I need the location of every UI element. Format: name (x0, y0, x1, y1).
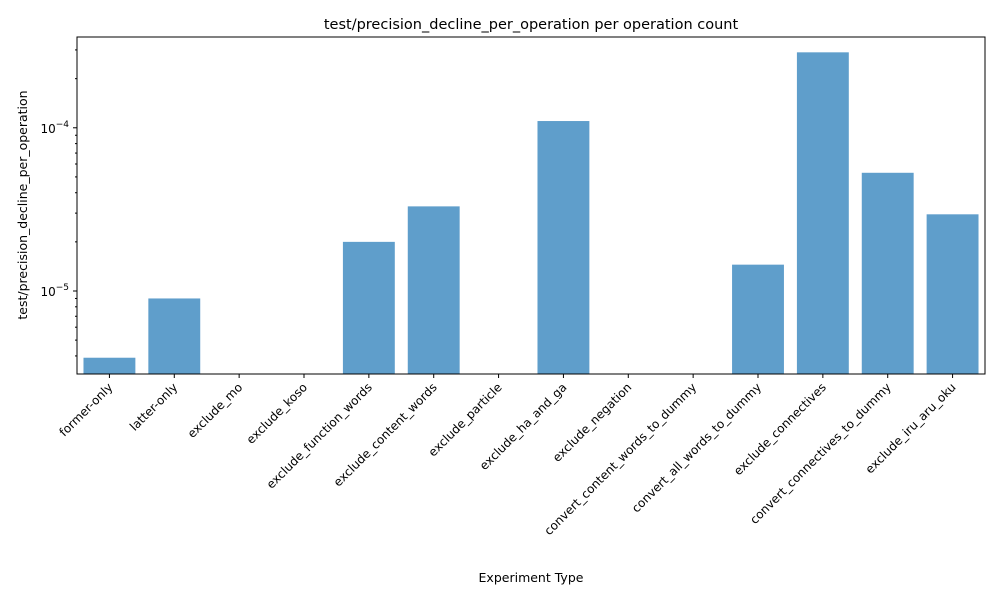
x-tick-label: convert_connectives_to_dummy (747, 380, 894, 527)
x-tick-label: exclude_mo (185, 380, 246, 441)
bar-exclude_ha_and_ga (537, 121, 590, 375)
x-tick-label: latter-only (127, 380, 180, 433)
y-axis-label: test/precision_decline_per_operation (15, 90, 30, 319)
chart-title: test/precision_decline_per_operation per… (324, 17, 739, 33)
bar-exclude_content_words (407, 206, 460, 374)
bar-exclude_function_words (342, 241, 395, 374)
x-axis-ticks: former-only latter-only exclude_moexclude_… (57, 374, 959, 538)
y-tick-label: 10−5 (40, 283, 69, 299)
bar-latter-only (148, 298, 201, 374)
y-tick-label: 10−4 (40, 120, 69, 136)
x-tick-label: exclude_content_words (331, 380, 440, 489)
x-tick-label: exclude_function_words (264, 380, 375, 491)
x-axis-label: Experiment Type (479, 570, 584, 585)
bar-former-only (83, 357, 136, 374)
bar-convert_connectives_to_dummy (861, 172, 914, 374)
bar-exclude_iru_aru_oku (926, 214, 979, 374)
x-tick-label: convert_all_words_to_dummy (629, 380, 764, 515)
x-tick-label: former-only (57, 380, 116, 439)
bar-convert_all_words_to_dummy (732, 264, 784, 374)
bars-group (83, 52, 979, 375)
bar-exclude_connectives (796, 52, 849, 375)
x-tick-label: exclude_koso (244, 380, 311, 447)
plot-frame (76, 36, 986, 375)
y-axis-ticks: 10−5 10−4 (40, 49, 77, 357)
